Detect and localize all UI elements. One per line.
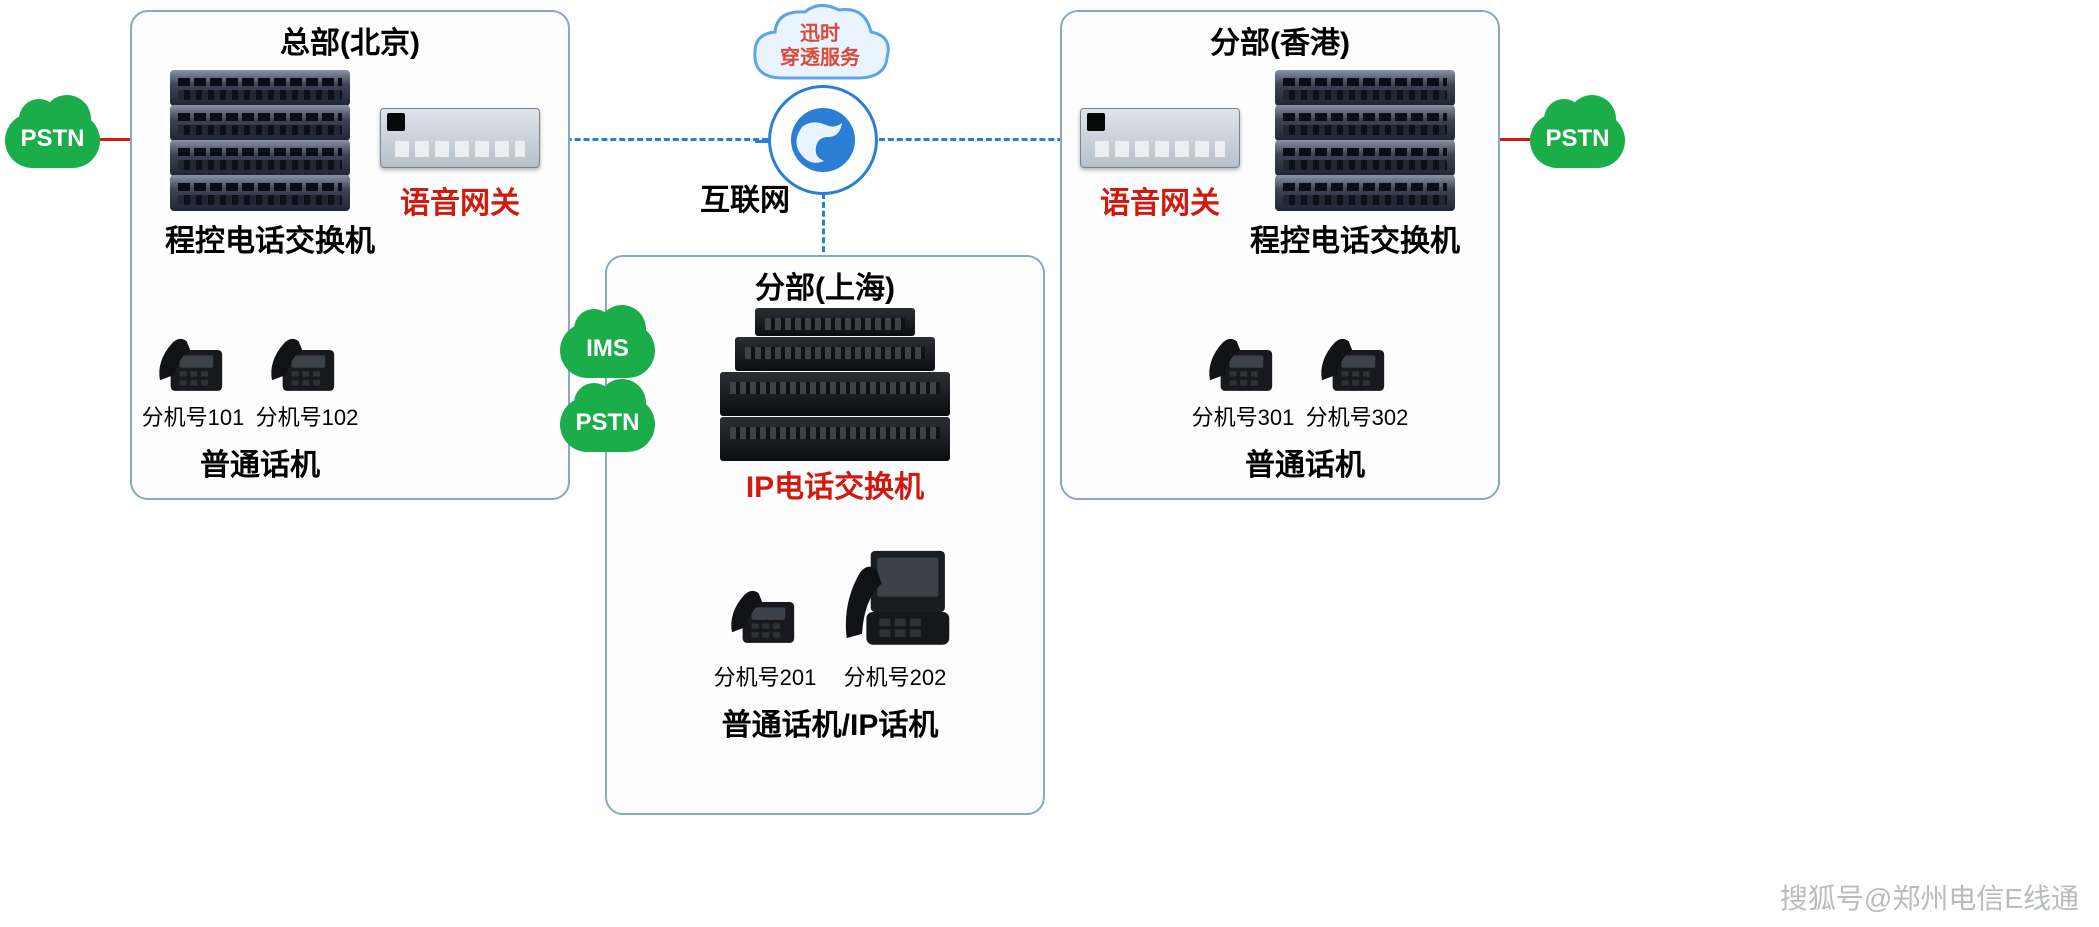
hk-phones-label: 普通话机 — [1210, 440, 1400, 484]
hq-gateway-label: 语音网关 — [380, 178, 540, 222]
watermark: 搜狐号@郑州电信E线通 — [1780, 877, 2079, 917]
sh-title: 分部(上海) — [607, 263, 1043, 307]
hq-phone1 — [148, 318, 243, 398]
ims-label: IMS — [560, 318, 655, 380]
sh-ext2: 分机号202 — [840, 660, 950, 692]
hq-ext1: 分机号101 — [138, 400, 248, 432]
hk-ext1: 分机号301 — [1188, 400, 1298, 432]
hq-phones-label: 普通话机 — [180, 440, 340, 484]
cloud-line2: 穿透服务 — [780, 47, 860, 69]
hk-title: 分部(香港) — [1062, 18, 1498, 62]
pstn-badge-left: PSTN — [5, 108, 100, 168]
pstn-label-r: PSTN — [1530, 108, 1625, 170]
cloud-service: 迅时 穿透服务 — [745, 0, 895, 95]
sh-phones-label: 普通话机/IP话机 — [680, 700, 980, 744]
hq-gateway — [380, 108, 540, 168]
hq-pbx-label: 程控电话交换机 — [145, 216, 395, 260]
sh-phone1 — [720, 570, 815, 650]
hk-pbx — [1275, 70, 1455, 210]
pstn-label: PSTN — [5, 108, 100, 170]
ims-badge: IMS — [560, 318, 655, 378]
hq-ext2: 分机号102 — [252, 400, 362, 432]
sh-phone2 — [838, 540, 958, 660]
internet-label: 互联网 — [680, 175, 810, 219]
hk-ext2: 分机号302 — [1302, 400, 1412, 432]
sh-ip-pbx — [720, 308, 950, 462]
hk-phone1 — [1198, 318, 1293, 398]
hk-pbx-label: 程控电话交换机 — [1230, 216, 1480, 260]
link-gw-internet-right — [870, 138, 1090, 141]
pstn-badge-right: PSTN — [1530, 108, 1625, 168]
pstn-label-sh: PSTN — [560, 392, 655, 454]
hq-pbx — [170, 70, 350, 210]
hk-gateway-label: 语音网关 — [1080, 178, 1240, 222]
sh-ext1: 分机号201 — [710, 660, 820, 692]
sh-pbx-label: IP电话交换机 — [720, 462, 950, 506]
hq-title: 总部(北京) — [132, 18, 568, 62]
hk-phone2 — [1310, 318, 1405, 398]
hk-gateway — [1080, 108, 1240, 168]
cloud-line1: 迅时 — [800, 23, 840, 45]
pstn-badge-sh: PSTN — [560, 392, 655, 452]
hq-phone2 — [260, 318, 355, 398]
